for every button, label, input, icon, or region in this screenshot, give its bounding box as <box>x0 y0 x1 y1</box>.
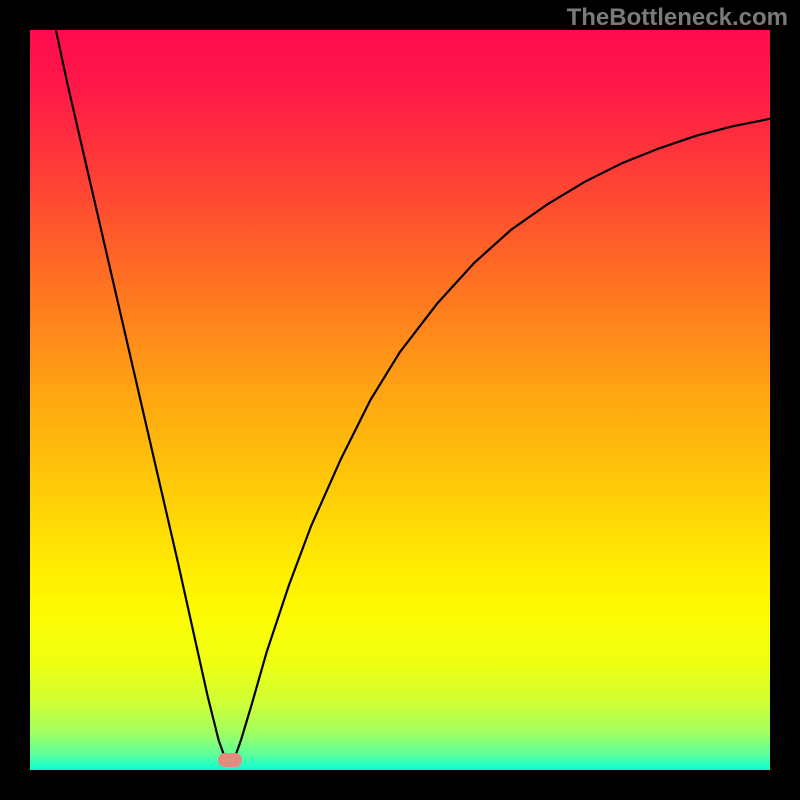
bottleneck-curve <box>56 30 770 764</box>
chart-container: TheBottleneck.com <box>0 0 800 800</box>
plot-area <box>30 30 770 770</box>
minimum-marker <box>218 753 242 767</box>
watermark-text: TheBottleneck.com <box>567 4 788 32</box>
curve-svg <box>30 30 770 770</box>
